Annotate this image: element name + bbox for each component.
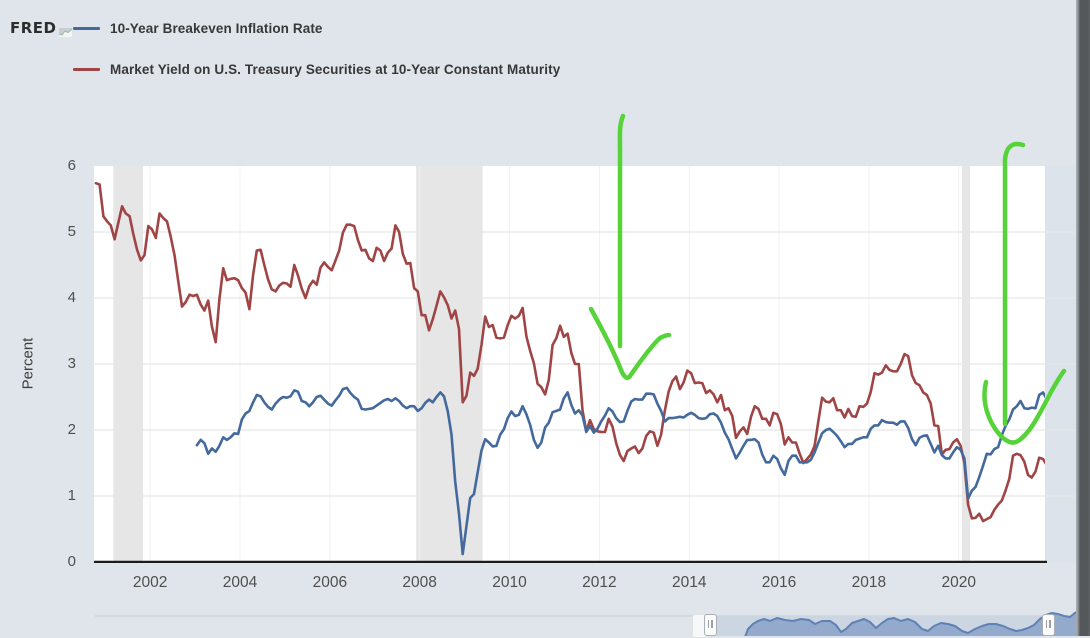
x-tick-label: 2012 xyxy=(582,574,617,591)
chart-plot-area[interactable] xyxy=(94,166,1078,563)
y-tick-label: 0 xyxy=(67,553,76,570)
range-selector-left-handle[interactable] xyxy=(704,614,717,636)
x-tick-label: 2006 xyxy=(312,574,348,591)
y-tick-label: 1 xyxy=(67,487,76,504)
y-axis-title: Percent xyxy=(19,337,37,390)
x-tick-label: 2020 xyxy=(941,574,976,591)
legend-line-swatch-red xyxy=(73,68,100,71)
series-line xyxy=(94,181,1045,523)
legend-line-swatch-blue xyxy=(73,27,100,30)
range-selector-right-handle[interactable] xyxy=(1042,614,1055,636)
fred-logo-text: FRED xyxy=(10,19,57,37)
fred-sparkline-icon xyxy=(58,23,72,37)
x-tick-label: 2008 xyxy=(402,574,437,591)
x-tick-label: 2010 xyxy=(492,574,527,591)
series-line xyxy=(195,386,1045,556)
y-tick-label: 4 xyxy=(67,289,76,306)
chart-canvas xyxy=(94,166,1078,563)
x-tick-label: 2016 xyxy=(761,574,797,591)
y-tick-label: 5 xyxy=(67,223,76,240)
x-tick-label: 2014 xyxy=(671,574,707,591)
x-tick-label: 2018 xyxy=(851,574,887,591)
y-tick-label: 2 xyxy=(67,421,76,438)
x-tick-label: 2002 xyxy=(132,574,168,591)
range-selector-selected-region[interactable] xyxy=(711,616,1076,636)
range-selector-track[interactable] xyxy=(95,615,1076,617)
legend-item-breakeven: 10-Year Breakeven Inflation Rate xyxy=(73,21,323,36)
legend-label: Market Yield on U.S. Treasury Securities… xyxy=(110,62,561,77)
y-tick-label: 3 xyxy=(67,355,76,372)
x-tick-label: 2004 xyxy=(222,574,258,591)
legend-label: 10-Year Breakeven Inflation Rate xyxy=(110,21,323,36)
y-tick-label: 6 xyxy=(67,157,76,174)
fred-logo: FRED xyxy=(10,19,72,37)
legend-item-treasury-yield: Market Yield on U.S. Treasury Securities… xyxy=(73,62,560,77)
window-right-edge-bar xyxy=(1076,0,1090,636)
